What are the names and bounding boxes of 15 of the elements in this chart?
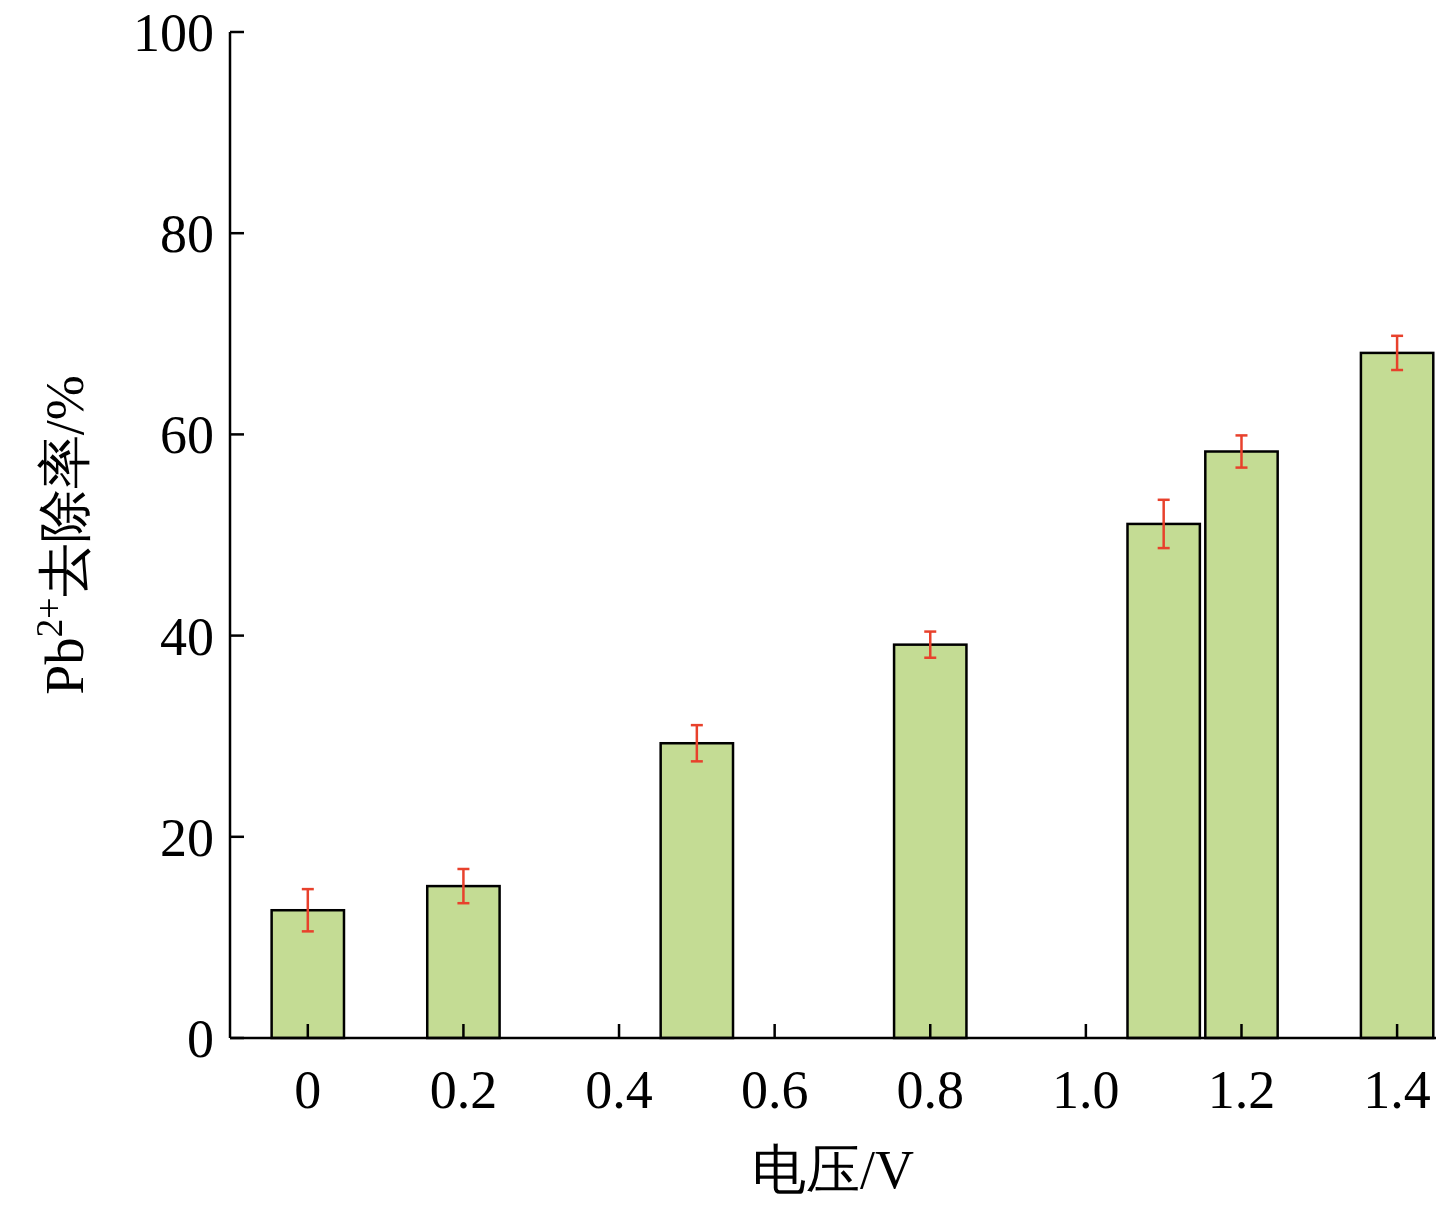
y-tick-label: 40 bbox=[160, 606, 214, 667]
x-tick-label: 0.8 bbox=[896, 1060, 965, 1120]
x-axis-title: 电压/V bbox=[752, 1140, 914, 1200]
x-tick-label: 1.0 bbox=[1052, 1060, 1120, 1120]
y-tick-label: 60 bbox=[160, 405, 214, 466]
y-tick-label: 0 bbox=[187, 1008, 214, 1069]
y-tick-label: 20 bbox=[160, 807, 214, 868]
x-tick-label: 0 bbox=[294, 1060, 322, 1120]
x-tick-label: 0.6 bbox=[740, 1060, 809, 1120]
x-tick-label: 1.4 bbox=[1363, 1060, 1431, 1120]
x-tick-label: 1.2 bbox=[1207, 1060, 1276, 1120]
x-tick-label: 0.4 bbox=[585, 1060, 653, 1120]
y-tick-label: 100 bbox=[133, 2, 214, 63]
y-tick-label: 80 bbox=[160, 204, 214, 265]
x-tick-label: 0.2 bbox=[429, 1060, 498, 1120]
